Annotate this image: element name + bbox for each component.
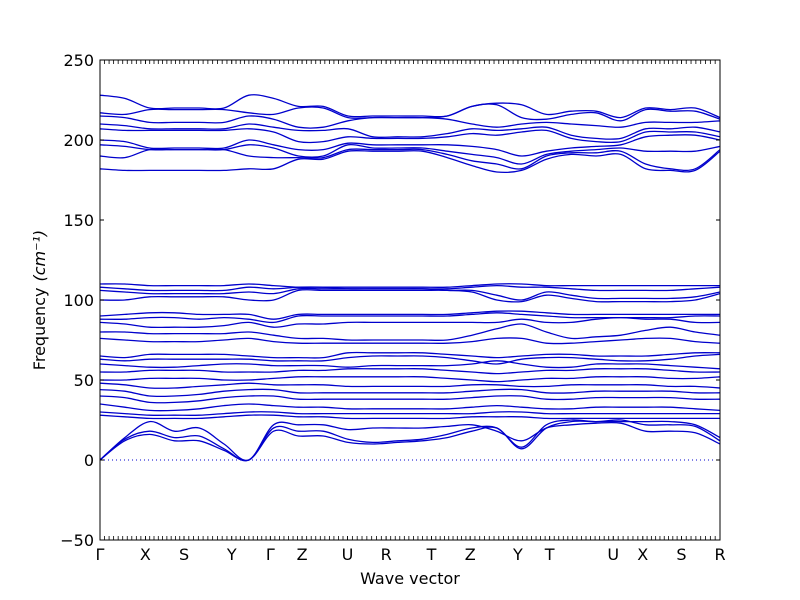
x-axis-label: Wave vector: [360, 569, 460, 588]
x-tick-label: X: [140, 545, 151, 564]
band-line-9: [100, 149, 720, 174]
x-tick-label: Γ: [266, 545, 275, 564]
band-line-5: [100, 128, 720, 144]
x-tick-label: S: [179, 545, 189, 564]
x-tick-label: U: [607, 545, 619, 564]
x-tick-label: Z: [297, 545, 308, 564]
band-line-31: [100, 419, 720, 462]
band-line-29: [100, 414, 720, 420]
band-line-14: [100, 310, 720, 320]
x-tick-label: X: [637, 545, 648, 564]
x-tick-label: Y: [512, 545, 523, 564]
y-tick-label: 150: [63, 211, 94, 230]
x-tick-label: U: [342, 545, 354, 564]
band-line-22: [100, 368, 720, 375]
band-line-13: [100, 289, 720, 303]
band-line-8: [100, 148, 720, 172]
x-tick-label: T: [426, 545, 437, 564]
band-line-18: [100, 337, 720, 345]
y-axis-label: Frequency (cm⁻¹): [30, 230, 49, 370]
band-line-23: [100, 376, 720, 383]
y-axis-label-text: Frequency: [30, 288, 49, 371]
band-line-6: [100, 134, 720, 157]
band-line-20: [100, 353, 720, 365]
phonon-bands: [100, 94, 720, 462]
band-line-3: [100, 115, 720, 129]
x-tick-label: Z: [465, 545, 476, 564]
y-tick-label: 200: [63, 131, 94, 150]
band-line-24: [100, 382, 720, 389]
y-axis-ticks: −50 0 50 100 150 200 250: [60, 51, 720, 550]
band-line-17: [100, 323, 720, 342]
x-tick-label: T: [544, 545, 555, 564]
y-tick-label: 250: [63, 51, 94, 70]
band-line-28: [100, 411, 720, 416]
y-axis-label-unit: (cm⁻¹): [30, 230, 49, 282]
band-line-4: [100, 123, 720, 140]
band-line-30: [100, 420, 720, 462]
band-line-25: [100, 388, 720, 398]
band-line-19: [100, 351, 720, 359]
band-line-12: [100, 287, 720, 301]
x-tick-label: Y: [226, 545, 237, 564]
x-tick-label: R: [381, 545, 392, 564]
band-line-32: [100, 420, 720, 462]
band-line-27: [100, 403, 720, 412]
x-tick-label: Γ: [96, 545, 105, 564]
x-tick-label: S: [676, 545, 686, 564]
y-tick-label: 0: [84, 451, 94, 470]
y-tick-label: −50: [60, 531, 94, 550]
y-tick-label: 100: [63, 291, 94, 310]
band-line-1: [100, 94, 720, 119]
band-line-10: [100, 283, 720, 288]
band-line-16: [100, 316, 720, 329]
band-line-21: [100, 360, 720, 370]
y-tick-label: 50: [74, 371, 94, 390]
x-tick-label: R: [714, 545, 725, 564]
band-line-26: [100, 395, 720, 404]
